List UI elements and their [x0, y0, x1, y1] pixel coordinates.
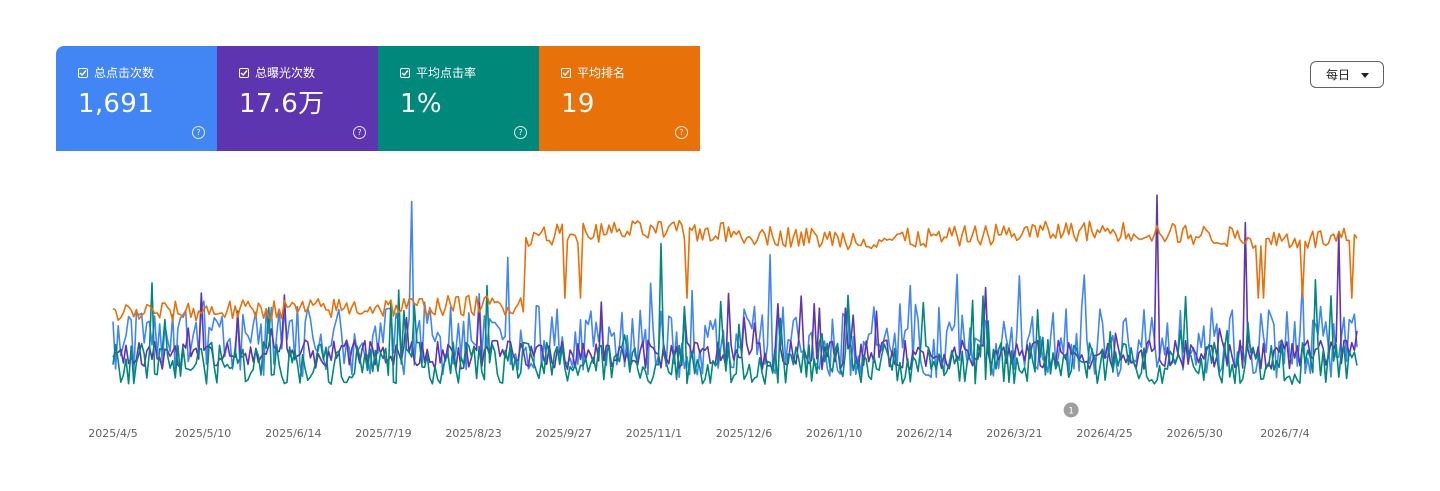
metric-label: 平均点击率: [416, 66, 477, 80]
help-icon[interactable]: ?: [514, 126, 527, 139]
metric-cards: 总点击次数 1,691 ? 总曝光次数 17.6万 ? 平均点击率 1% ? 平…: [56, 46, 700, 151]
x-tick-label: 2026/1/10: [806, 427, 862, 440]
granularity-selected: 每日: [1326, 68, 1351, 82]
performance-chart[interactable]: 1 2025/4/5 2025/5/10 2025/6/14 2025/7/19 202…: [56, 151, 1376, 451]
series-line-2: [112, 242, 1358, 385]
x-tick-label: 2026/2/14: [896, 427, 952, 440]
metric-card-ctr[interactable]: 平均点击率 1% ?: [378, 46, 539, 151]
series-line-1: [112, 194, 1358, 371]
metric-label: 总点击次数: [94, 66, 155, 80]
chart-annotation[interactable]: 1: [1063, 402, 1079, 418]
annotation-marker[interactable]: [1063, 402, 1079, 418]
checkbox-checked-icon[interactable]: [78, 68, 88, 78]
series-line-3: [112, 219, 1358, 322]
checkbox-checked-icon[interactable]: [561, 68, 571, 78]
x-tick-label: 2025/6/14: [265, 427, 321, 440]
help-icon[interactable]: ?: [353, 126, 366, 139]
metric-value: 17.6万: [239, 89, 325, 119]
metric-label: 总曝光次数: [255, 66, 316, 80]
help-icon[interactable]: ?: [192, 126, 205, 139]
metric-card-impressions[interactable]: 总曝光次数 17.6万 ?: [217, 46, 378, 151]
x-tick-label: 2025/9/27: [535, 427, 591, 440]
x-tick-label: 2026/4/25: [1076, 427, 1132, 440]
metric-label: 平均排名: [577, 66, 626, 80]
x-tick-label: 2026/5/30: [1166, 427, 1222, 440]
metric-value: 1,691: [78, 89, 154, 119]
x-tick-label: 2026/3/21: [986, 427, 1042, 440]
x-tick-label: 2025/5/10: [175, 427, 231, 440]
x-axis-labels: 2025/4/5 2025/5/10 2025/6/14 2025/7/19 2025/…: [88, 427, 1309, 440]
annotation-label: 1: [1068, 407, 1074, 417]
caret-down-icon: [1361, 73, 1369, 78]
x-tick-label: 2025/11/1: [626, 427, 682, 440]
x-tick-label: 2025/8/23: [445, 427, 501, 440]
x-tick-label: 2025/4/5: [88, 427, 137, 440]
metric-value: 1%: [400, 89, 442, 119]
metric-value: 19: [561, 89, 595, 119]
checkbox-checked-icon[interactable]: [239, 68, 249, 78]
granularity-dropdown[interactable]: 每日: [1310, 61, 1384, 88]
help-icon[interactable]: ?: [675, 126, 688, 139]
series-line-0: [112, 200, 1358, 379]
metric-card-position[interactable]: 平均排名 19 ?: [539, 46, 700, 151]
checkbox-checked-icon[interactable]: [400, 68, 410, 78]
x-tick-label: 2025/12/6: [716, 427, 772, 440]
x-tick-label: 2025/7/19: [355, 427, 411, 440]
chart-lines: [112, 194, 1358, 385]
x-tick-label: 2026/7/4: [1260, 427, 1309, 440]
metric-card-clicks[interactable]: 总点击次数 1,691 ?: [56, 46, 217, 151]
